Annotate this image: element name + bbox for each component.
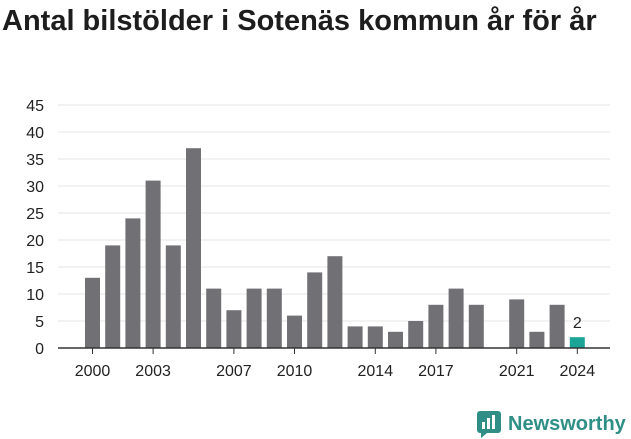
bar-2012 [327, 256, 343, 348]
y-tick-label: 35 [26, 152, 44, 169]
y-tick-label: 20 [26, 233, 44, 250]
bar-2018 [448, 288, 464, 348]
x-tick-label: 2014 [358, 363, 394, 380]
x-tick-label: 2000 [75, 363, 111, 380]
bar-2021 [509, 299, 525, 348]
bar-2024 [569, 337, 585, 348]
bar-2004 [165, 245, 181, 348]
y-tick-label: 10 [26, 287, 44, 304]
x-tick-label: 2024 [560, 363, 596, 380]
y-tick-label: 25 [26, 206, 44, 223]
bar-2019 [468, 304, 484, 348]
bar-2000 [85, 277, 100, 348]
bar-2001 [105, 245, 121, 348]
bar-2013 [347, 326, 363, 348]
bar-2011 [307, 272, 323, 348]
newsworthy-logo-icon [477, 411, 501, 438]
bar-2008 [246, 288, 262, 348]
bar-2022 [529, 331, 545, 348]
bar-2017 [428, 304, 444, 348]
bar-2015 [388, 331, 403, 348]
bar-2023 [549, 304, 565, 348]
x-tick-label: 2021 [499, 363, 535, 380]
bar-2009 [266, 288, 282, 348]
bar-2007 [226, 310, 242, 348]
bar-2002 [125, 218, 141, 348]
x-tick-label: 2017 [418, 363, 454, 380]
y-tick-label: 0 [35, 341, 44, 358]
x-tick-label: 2010 [277, 363, 313, 380]
y-tick-label: 5 [35, 314, 44, 331]
y-tick-label: 30 [26, 179, 44, 196]
bar-2016 [408, 321, 424, 348]
bar-2006 [206, 288, 222, 348]
y-tick-label: 40 [26, 125, 44, 142]
x-tick-label: 2007 [216, 363, 252, 380]
newsworthy-brand: Newsworthy [476, 410, 626, 438]
data-label: 2 [573, 315, 582, 332]
bar-2005 [186, 148, 201, 348]
brand-name: Newsworthy [508, 412, 626, 435]
bar-2003 [145, 180, 161, 348]
y-tick-label: 15 [26, 260, 44, 277]
chart-title: Antal bilstölder i Sotenäs kommun år för… [2, 5, 597, 37]
bar-2014 [367, 326, 383, 348]
bar-2010 [287, 315, 302, 348]
x-tick-label: 2003 [135, 363, 171, 380]
y-tick-label: 45 [26, 98, 44, 115]
